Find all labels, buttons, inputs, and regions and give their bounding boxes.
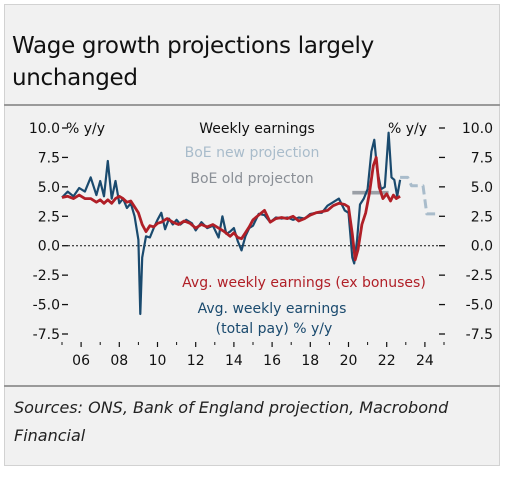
title-divider xyxy=(4,104,500,106)
x-tick-label: 08 xyxy=(110,353,128,369)
y-tick-label-right: -2.5 xyxy=(466,268,493,284)
y-tick-label-left: -7.5 xyxy=(33,327,60,343)
legend-old-projection: BoE old projecton xyxy=(190,171,313,187)
x-tick-label: 22 xyxy=(378,353,396,369)
x-tick-label: 12 xyxy=(187,353,205,369)
x-tick-label: 18 xyxy=(301,353,319,369)
y-tick-label-right: 5.0 xyxy=(471,180,493,196)
y-tick-label-left: -5.0 xyxy=(33,298,60,314)
y-tick-label-right: 0.0 xyxy=(471,239,493,255)
series-new-projection-line xyxy=(400,175,439,216)
x-tick-label: 20 xyxy=(340,353,358,369)
y-tick-label-right: 7.5 xyxy=(471,150,493,166)
y-tick-label-right: 10.0 xyxy=(462,121,493,137)
chart-subtitle: Weekly earnings xyxy=(199,121,315,137)
legend-total-pay-line1: Avg. weekly earnings xyxy=(198,301,347,317)
y-tick-label-left: 10.0 xyxy=(29,121,60,137)
y-left-unit: % y/y xyxy=(66,121,105,137)
chart-card xyxy=(4,4,500,466)
chart-title: Wage growth projections largely unchange… xyxy=(12,33,374,91)
line-chart: 10.0 7.5 5.0 2.5 0.0 -2.5 -5.0 -7.5 10.0 7.5 5.0 2… xyxy=(29,121,493,369)
x-axis: 06 08 10 12 14 16 18 20 22 24 xyxy=(61,342,445,369)
x-tick-label: 16 xyxy=(263,353,281,369)
y-axis-right: 10.0 7.5 5.0 2.5 0.0 -2.5 -5.0 -7.5 xyxy=(439,121,493,343)
y-tick-label-right: -7.5 xyxy=(466,327,493,343)
y-right-unit: % y/y xyxy=(388,121,427,137)
source-divider xyxy=(4,385,500,387)
x-tick-label: 14 xyxy=(225,353,243,369)
legend-total-pay-line2: (total pay) % y/y xyxy=(216,321,333,337)
x-tick-label: 24 xyxy=(416,353,434,369)
y-tick-label-left: 5.0 xyxy=(38,180,60,196)
x-tick-label: 10 xyxy=(149,353,167,369)
y-axis-left: 10.0 7.5 5.0 2.5 0.0 -2.5 -5.0 -7.5 xyxy=(29,121,68,343)
y-tick-label-left: 0.0 xyxy=(38,239,60,255)
source-note: Sources: ONS, Bank of England projection… xyxy=(14,398,449,445)
y-tick-label-right: 2.5 xyxy=(471,209,493,225)
y-tick-label-right: -5.0 xyxy=(466,298,493,314)
series-lines xyxy=(61,131,439,316)
legend-new-projection: BoE new projection xyxy=(185,145,320,161)
y-tick-label-left: 7.5 xyxy=(38,150,60,166)
series-ex-bonuses-line xyxy=(61,156,401,262)
legend-ex-bonuses: Avg. weekly earnings (ex bonuses) xyxy=(182,275,426,291)
y-tick-label-left: -2.5 xyxy=(33,268,60,284)
x-tick-label: 06 xyxy=(72,353,90,369)
y-tick-label-left: 2.5 xyxy=(38,209,60,225)
